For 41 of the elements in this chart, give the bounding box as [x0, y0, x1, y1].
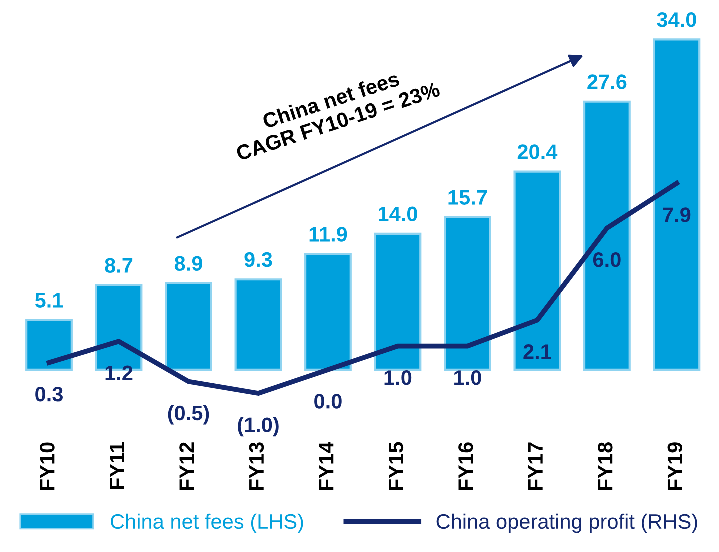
x-tick-label: FY10: [40, 442, 55, 490]
bar: [653, 38, 701, 371]
bar: [26, 319, 73, 371]
bar: [583, 100, 631, 371]
x-tick-label: FY14: [319, 442, 334, 490]
bar: [165, 282, 212, 371]
data-label: 1.0: [384, 370, 412, 386]
x-tick-label: FY19: [668, 442, 683, 490]
data-label: 8.7: [105, 258, 133, 273]
bar: [234, 278, 282, 371]
data-label: 2.1: [524, 344, 552, 360]
x-tick-label: FY15: [389, 442, 404, 490]
x-tick-label: FY18: [598, 442, 613, 490]
legend-label: China operating profit (RHS): [436, 514, 698, 534]
data-label: 7.9: [663, 208, 691, 222]
data-label: 0.3: [36, 387, 63, 402]
data-label: (0.5): [168, 405, 210, 425]
data-label: 27.6: [588, 74, 627, 90]
x-tick-label: FY11: [110, 442, 124, 490]
data-label: 1.2: [106, 366, 133, 380]
data-label: 0.0: [314, 394, 342, 409]
x-tick-label: FY13: [249, 442, 264, 490]
data-label: 11.9: [310, 227, 348, 242]
data-label: 34.0: [657, 12, 696, 28]
data-label: 5.1: [35, 293, 64, 308]
data-label: 20.4: [518, 144, 558, 160]
data-label: 15.7: [448, 190, 488, 206]
x-tick-label: FY16: [458, 442, 474, 490]
data-label: (1.0): [238, 417, 279, 437]
bar: [514, 170, 562, 371]
data-label: 8.9: [174, 256, 202, 272]
bar: [374, 232, 422, 371]
data-label: 1.0: [454, 370, 482, 386]
bar: [444, 216, 492, 371]
x-tick-label: FY17: [528, 442, 543, 490]
data-label: 14.0: [379, 206, 418, 222]
data-label: 9.3: [244, 252, 272, 268]
data-label: 6.0: [593, 252, 621, 268]
legend-label: China net fees (LHS): [111, 514, 304, 534]
x-tick-label: FY12: [180, 442, 194, 490]
bar: [304, 253, 352, 371]
